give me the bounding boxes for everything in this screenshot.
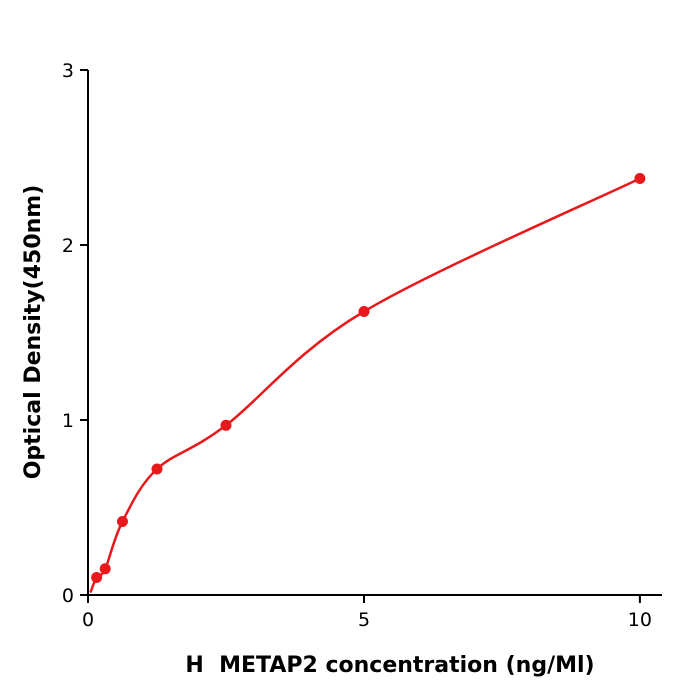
y-tick-label: 0 bbox=[62, 585, 74, 607]
data-point bbox=[220, 419, 232, 431]
x-tick-label: 5 bbox=[358, 609, 370, 631]
data-point bbox=[91, 572, 103, 583]
x-tick-label: 0 bbox=[82, 609, 94, 631]
data-point bbox=[151, 463, 163, 475]
y-tick-label: 3 bbox=[62, 60, 74, 82]
y-tick-label: 1 bbox=[62, 410, 74, 432]
y-axis-label: Optical Density(450nm) bbox=[21, 185, 46, 480]
y-tick-label: 2 bbox=[62, 235, 74, 257]
data-point bbox=[99, 563, 111, 575]
fitted-curve bbox=[89, 177, 642, 593]
x-tick-label: 10 bbox=[628, 609, 652, 631]
data-point bbox=[117, 516, 128, 527]
x-axis-label: H METAP2 concentration (ng/Ml) bbox=[185, 653, 594, 678]
data-point bbox=[634, 173, 646, 184]
plot-area: 0 5 10 0 1 2 3 bbox=[62, 60, 662, 631]
data-point bbox=[358, 306, 370, 317]
